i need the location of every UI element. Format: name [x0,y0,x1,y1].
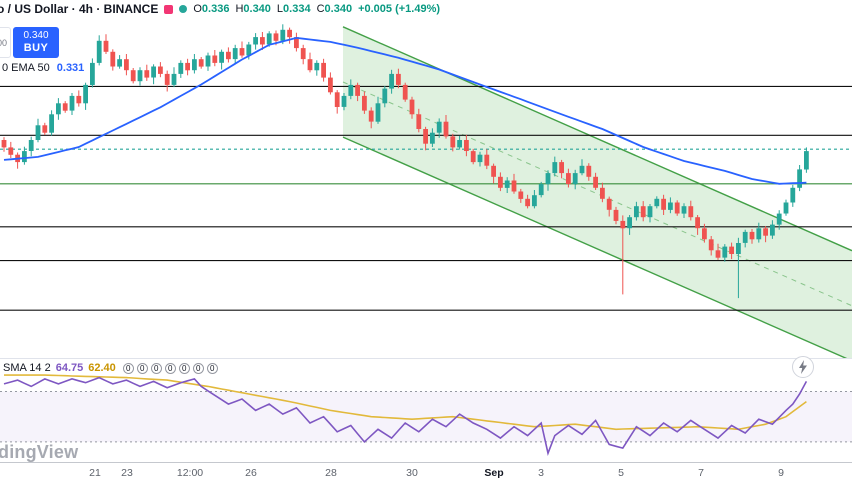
divergence-zero-badge: 0 [122,362,134,374]
time-axis[interactable]: 21 23 12:00 26 28 30 Sep 3 5 7 9 [0,463,852,485]
ohlc-close: C0.340 [316,3,353,15]
time-axis-label: Sep [484,467,504,479]
tradingview-watermark: dingView [0,442,79,462]
divergence-zero-badge: 0 [136,362,148,374]
time-axis-label: 5 [618,467,624,479]
time-axis-label: 23 [121,467,133,479]
rsi-sma-value: 62.40 [88,362,116,374]
time-axis-label: 28 [325,467,337,479]
time-axis-label: 9 [778,467,784,479]
lightning-bolt-glyph [799,360,807,374]
time-axis-label: 21 [89,467,101,479]
divergence-zero-badge: 0 [192,362,204,374]
green-marker-icon[interactable] [179,5,188,13]
buy-price: 0.340 [23,30,49,42]
rsi-value: 64.75 [55,362,84,374]
time-axis-label: 30 [406,467,418,479]
time-axis-label: 12:00 [176,467,204,479]
time-axis-label: 26 [245,467,257,479]
ohlc-open: O0.336 [193,3,230,15]
spread-box: 00 [0,27,11,58]
rsi-title: SMA 14 2 [3,362,51,374]
time-axis-label: 7 [698,467,704,479]
time-axis-label: 3 [538,467,544,479]
ohlc-low: L0.334 [276,3,311,15]
ohlc-high: H0.340 [235,3,271,15]
divergence-zero-badge: 0 [150,362,162,374]
ema-label: 0 EMA 50 [2,62,50,74]
divergence-zero-badge: 0 [178,362,190,374]
trade-widget: 00 0.340 BUY [0,27,59,58]
buy-label: BUY [23,41,49,54]
lightning-icon[interactable] [792,356,814,378]
symbol-title[interactable]: o / US Dollar · 4h · BINANCE [0,2,159,16]
divergence-zero-badge: 0 [164,362,176,374]
ema-value: 0.331 [56,62,85,74]
buy-button[interactable]: 0.340 BUY [13,27,59,58]
divergence-zero-badge: 0 [206,362,218,374]
pink-marker-icon[interactable] [164,4,174,14]
change-value: +0.005 (+1.49%) [358,3,441,15]
ema-legend[interactable]: 0 EMA 50 0.331 [2,62,84,74]
chart-legend: o / US Dollar · 4h · BINANCE O0.336 H0.3… [0,2,440,16]
